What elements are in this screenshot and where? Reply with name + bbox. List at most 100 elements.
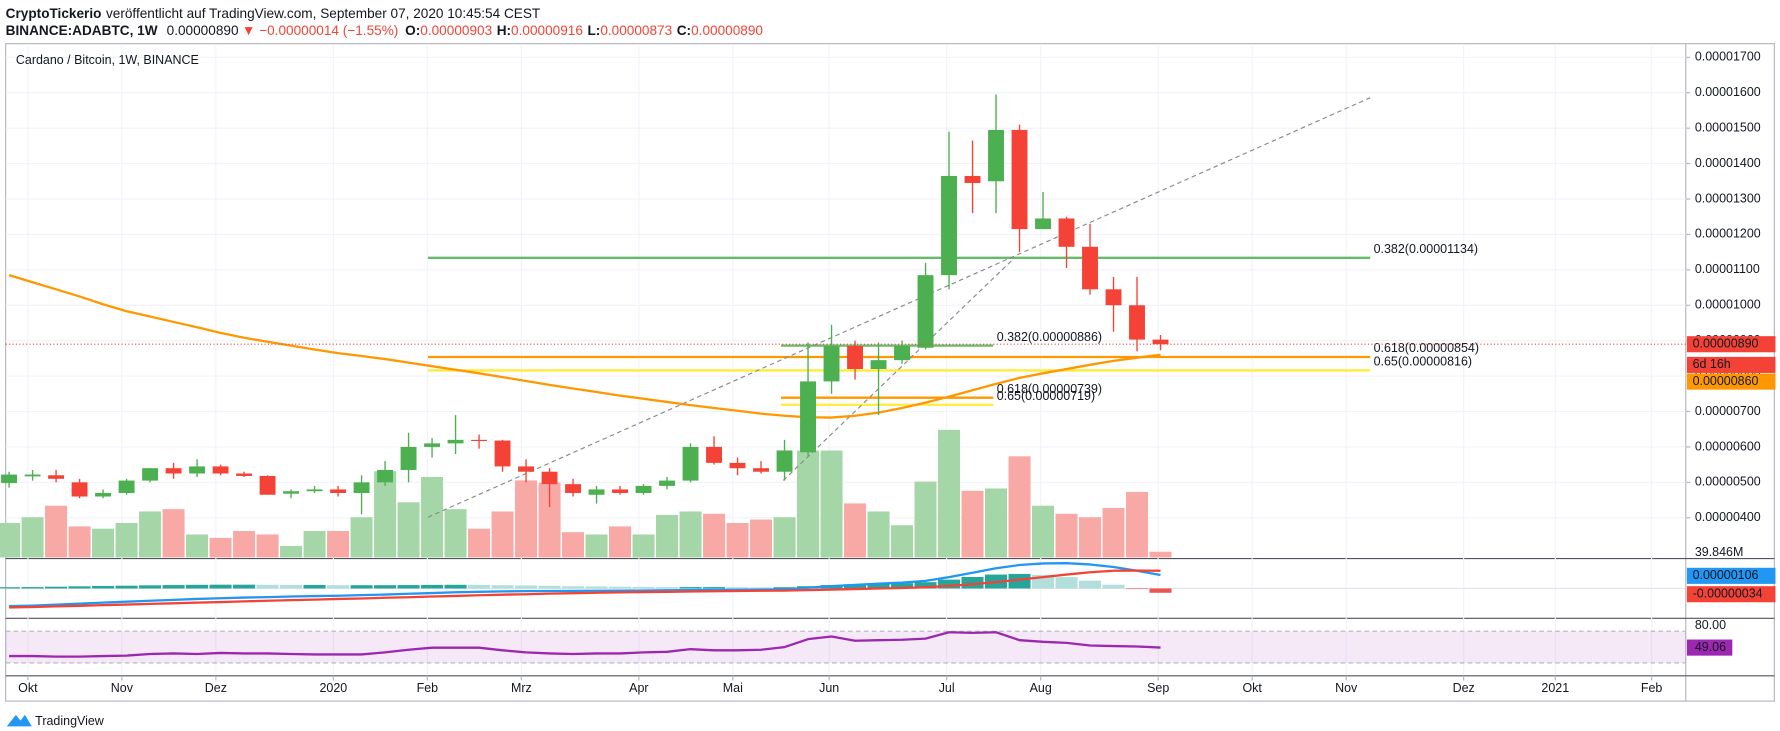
ohlc-key: L: xyxy=(587,23,600,38)
candle-body xyxy=(565,484,581,493)
volume-bar xyxy=(233,531,256,558)
volume-bar xyxy=(491,511,514,558)
macd-histogram xyxy=(186,584,209,589)
volume-bar xyxy=(21,517,44,558)
x-tick-label: Dez xyxy=(1453,681,1475,695)
last-price-label: 0.00000890 xyxy=(1693,336,1759,350)
ohlc-key: O: xyxy=(405,23,420,38)
volume-bar xyxy=(1055,513,1078,558)
volume-bar xyxy=(961,490,984,558)
macd-histogram xyxy=(609,586,632,589)
ohlc-value: 0.00000903 xyxy=(420,23,492,38)
macd-histogram xyxy=(209,584,232,589)
ohlc-key: H: xyxy=(497,23,511,38)
signal-line xyxy=(9,569,1161,609)
candle-body xyxy=(1035,218,1051,230)
candle-body xyxy=(823,345,840,382)
macd-histogram xyxy=(303,584,326,589)
macd-label-box xyxy=(1686,567,1776,584)
macd-histogram xyxy=(115,585,138,589)
candle-body xyxy=(353,482,370,493)
volume-bar xyxy=(45,505,68,558)
y-tick-label: 0.00001100 xyxy=(1695,262,1760,276)
trend-line xyxy=(782,258,1015,481)
fib-label: 0.65(0.00000816) xyxy=(1374,355,1472,369)
rsi-tick-label: 80.00 xyxy=(1695,618,1726,632)
ohlc-value: 0.00000890 xyxy=(691,23,763,38)
volume-bar xyxy=(1126,491,1149,558)
candle-body xyxy=(377,469,394,483)
volume-bar xyxy=(1079,517,1102,558)
candle-body xyxy=(659,480,675,486)
y-tick-label: 0.00001200 xyxy=(1695,227,1761,241)
fib-label: 0.382(0.00001134) xyxy=(1374,242,1478,256)
volume-bar xyxy=(186,534,209,558)
header-line: CryptoTickerio veröffentlicht auf Trading… xyxy=(6,5,541,20)
volume-bar xyxy=(750,519,773,558)
histogram-label-box xyxy=(1686,586,1776,603)
volume-bar xyxy=(538,482,561,558)
y-tick-label: 0.00001400 xyxy=(1695,156,1761,170)
macd-line xyxy=(9,562,1161,608)
volume-bar xyxy=(139,511,162,558)
x-tick-label: Nov xyxy=(111,681,134,695)
ma-label: 0.00000860 xyxy=(1693,374,1759,388)
volume-bar xyxy=(609,526,632,558)
histogram-label: -0.00000034 xyxy=(1693,586,1763,600)
x-tick-label: Okt xyxy=(1242,681,1262,695)
x-tick-label: Feb xyxy=(1641,681,1663,695)
macd-histogram xyxy=(750,587,773,589)
volume-bar xyxy=(1102,508,1125,558)
macd-histogram xyxy=(867,583,890,589)
fib-label: 0.618(0.00000854) xyxy=(1374,341,1479,355)
candle-body xyxy=(330,489,347,493)
macd-histogram xyxy=(844,584,867,589)
candle-body xyxy=(706,446,722,463)
macd-histogram xyxy=(468,584,491,589)
macd-histogram xyxy=(1102,584,1125,589)
volume-bar xyxy=(515,480,538,558)
candle-body xyxy=(941,175,957,276)
volume-bar xyxy=(773,517,796,558)
countdown-label: 6d 16h xyxy=(1693,357,1731,371)
macd-histogram xyxy=(92,585,115,589)
macd-histogram xyxy=(1055,577,1078,589)
macd-histogram xyxy=(562,586,585,589)
candle-body xyxy=(847,345,863,370)
change: ▼ −0.00000014 (−1.55%) xyxy=(242,23,398,38)
y-tick-label: 0.00000400 xyxy=(1695,510,1761,524)
volume-bar xyxy=(726,522,749,558)
macd-histogram xyxy=(421,584,444,589)
volume-bar xyxy=(92,528,115,558)
symbol: BINANCE:ADABTC, 1W xyxy=(6,23,158,38)
y-tick-label: 0.00000700 xyxy=(1695,404,1761,418)
volume-bar xyxy=(162,509,185,558)
candle-body xyxy=(212,466,229,474)
volume-bar xyxy=(844,503,867,558)
macd-histogram xyxy=(773,587,796,589)
ohlc-value: 0.00000873 xyxy=(600,23,672,38)
candle-body xyxy=(1152,339,1169,345)
candle-body xyxy=(1105,289,1122,306)
y-tick-label: 0.00001300 xyxy=(1695,191,1761,205)
volume-bar xyxy=(1008,456,1031,558)
candle-body xyxy=(776,450,793,472)
volume-bar xyxy=(280,545,303,558)
moving-average xyxy=(8,274,1161,419)
candle-body xyxy=(988,129,1004,182)
macd-label: 0.00000106 xyxy=(1693,568,1759,582)
macd-histogram xyxy=(679,587,702,589)
candle-body xyxy=(48,475,65,479)
candle-body xyxy=(283,491,300,494)
candle-body xyxy=(964,175,981,184)
x-tick-label: Okt xyxy=(18,681,38,695)
candle-body xyxy=(682,446,699,481)
macd-histogram xyxy=(515,585,538,589)
plot: 0.00000400 0.00000500 0.00000600 0.00000700… xyxy=(0,45,1776,695)
volume-bar xyxy=(397,502,420,558)
macd-histogram xyxy=(374,585,397,589)
macd-histogram xyxy=(139,585,162,589)
macd-histogram xyxy=(68,586,91,589)
volume-bar xyxy=(891,525,914,558)
